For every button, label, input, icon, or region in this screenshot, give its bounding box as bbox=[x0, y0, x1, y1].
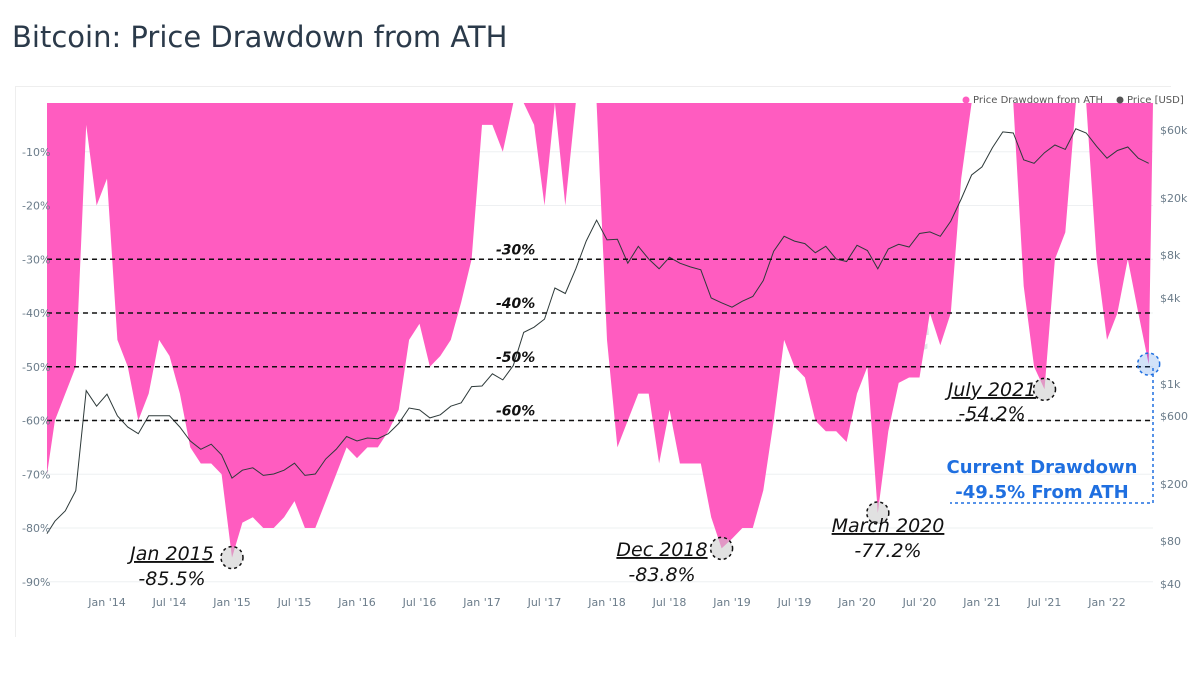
chart-panel bbox=[15, 86, 1171, 637]
annotation-marker bbox=[1136, 352, 1161, 376]
y-left-tick-label: -30% bbox=[22, 253, 50, 266]
y-right-tick-label: $20k bbox=[1160, 192, 1188, 205]
x-axis: Jan '14 Jul '14 Jan '15 Jul '15 Jan '16 Jul '… bbox=[87, 596, 1125, 609]
x-tick-label: Jul '18 bbox=[652, 596, 687, 609]
svg-text:-85.5%: -85.5% bbox=[138, 568, 205, 590]
annotation-current-drawdown: Current Drawdown -49.5% From ATH bbox=[947, 368, 1154, 504]
y-right-tick-label: $600 bbox=[1160, 410, 1188, 423]
x-tick-label: Jan '14 bbox=[87, 596, 125, 609]
x-tick-label: Jul '14 bbox=[152, 596, 187, 609]
reference-line-label: -40% bbox=[496, 296, 535, 312]
y-right-tick-label: $40 bbox=[1160, 578, 1181, 591]
y-right-tick-label: $80 bbox=[1160, 535, 1181, 548]
svg-text:-49.5% From ATH: -49.5% From ATH bbox=[955, 482, 1128, 503]
legend: Price Drawdown from ATH Price [USD] bbox=[962, 95, 1184, 106]
annotation-marker bbox=[220, 545, 244, 570]
svg-text:Current Drawdown: Current Drawdown bbox=[947, 457, 1138, 478]
annotation-july-2021: July 2021 -54.2% bbox=[944, 379, 1037, 425]
y-left-tick-label: -80% bbox=[22, 522, 50, 535]
x-tick-label: Jan '16 bbox=[337, 596, 375, 609]
legend-marker-drawdown bbox=[962, 96, 970, 104]
annotation-marker bbox=[709, 536, 734, 561]
x-tick-label: Jan '20 bbox=[837, 596, 875, 609]
x-tick-label: Jul '19 bbox=[777, 596, 812, 609]
annotation-marker bbox=[866, 501, 890, 525]
x-tick-label: Jan '21 bbox=[962, 596, 1000, 609]
x-tick-label: Jan '19 bbox=[712, 596, 750, 609]
svg-text:Jan 2015: Jan 2015 bbox=[126, 543, 214, 565]
x-tick-label: Jul '15 bbox=[277, 596, 312, 609]
annotation-dec-2018: Dec 2018 -83.8% bbox=[616, 539, 707, 586]
y-axis-left: -10% -20% -30% -40% -50% -60% -70% -80% -90% bbox=[22, 146, 50, 589]
annotation-marker bbox=[1032, 377, 1057, 402]
x-tick-label: Jan '17 bbox=[462, 596, 500, 609]
legend-price: Price [USD] bbox=[1127, 95, 1184, 106]
y-left-tick-label: -70% bbox=[22, 468, 50, 481]
y-right-tick-label: $4k bbox=[1160, 292, 1181, 305]
x-tick-label: Jan '18 bbox=[587, 596, 625, 609]
svg-text:March 2020: March 2020 bbox=[832, 515, 945, 537]
annotation-march-2020: March 2020 -77.2% bbox=[832, 515, 945, 562]
legend-marker-price bbox=[1116, 96, 1124, 104]
x-tick-label: Jan '22 bbox=[1087, 596, 1125, 609]
x-tick-label: Jul '20 bbox=[902, 596, 937, 609]
x-tick-label: Jul '21 bbox=[1027, 596, 1062, 609]
y-left-tick-label: -10% bbox=[22, 146, 50, 159]
annotation-jan-2015: Jan 2015 -85.5% bbox=[126, 543, 214, 590]
y-right-tick-label: $8k bbox=[1160, 249, 1181, 262]
price-line bbox=[46, 128, 1149, 534]
svg-text:-83.8%: -83.8% bbox=[628, 564, 695, 586]
svg-text:-54.2%: -54.2% bbox=[958, 403, 1025, 425]
reference-line-label: -50% bbox=[496, 350, 535, 366]
svg-text:July 2021: July 2021 bbox=[944, 379, 1037, 401]
current-callout-line bbox=[950, 368, 1154, 504]
reference-line-label: -30% bbox=[496, 242, 535, 258]
y-right-tick-label: $1k bbox=[1160, 378, 1181, 391]
y-left-tick-label: -90% bbox=[22, 576, 50, 589]
page-title: Bitcoin: Price Drawdown from ATH bbox=[12, 20, 508, 54]
y-right-tick-label: $60k bbox=[1160, 124, 1188, 137]
drawdown-area bbox=[47, 103, 1153, 558]
y-right-tick-label: $200 bbox=[1160, 478, 1188, 491]
x-tick-label: Jan '15 bbox=[212, 596, 250, 609]
y-left-tick-label: -20% bbox=[22, 200, 50, 213]
y-axis-right: $60k $20k $8k $4k $1k $600 $200 $80 $40 bbox=[1160, 124, 1188, 591]
y-left-tick-label: -40% bbox=[22, 307, 50, 320]
annotation-markers bbox=[220, 352, 1161, 570]
svg-text:-77.2%: -77.2% bbox=[854, 540, 921, 562]
y-left-tick-label: -60% bbox=[22, 415, 50, 428]
x-tick-label: Jul '16 bbox=[402, 596, 437, 609]
reference-line-label: -60% bbox=[496, 404, 535, 420]
svg-text:Dec 2018: Dec 2018 bbox=[616, 539, 707, 561]
legend-drawdown: Price Drawdown from ATH bbox=[973, 95, 1103, 106]
y-left-tick-label: -50% bbox=[22, 361, 50, 374]
reference-lines: -30% -40% -50% -60% bbox=[47, 242, 1153, 422]
x-tick-label: Jul '17 bbox=[527, 596, 562, 609]
